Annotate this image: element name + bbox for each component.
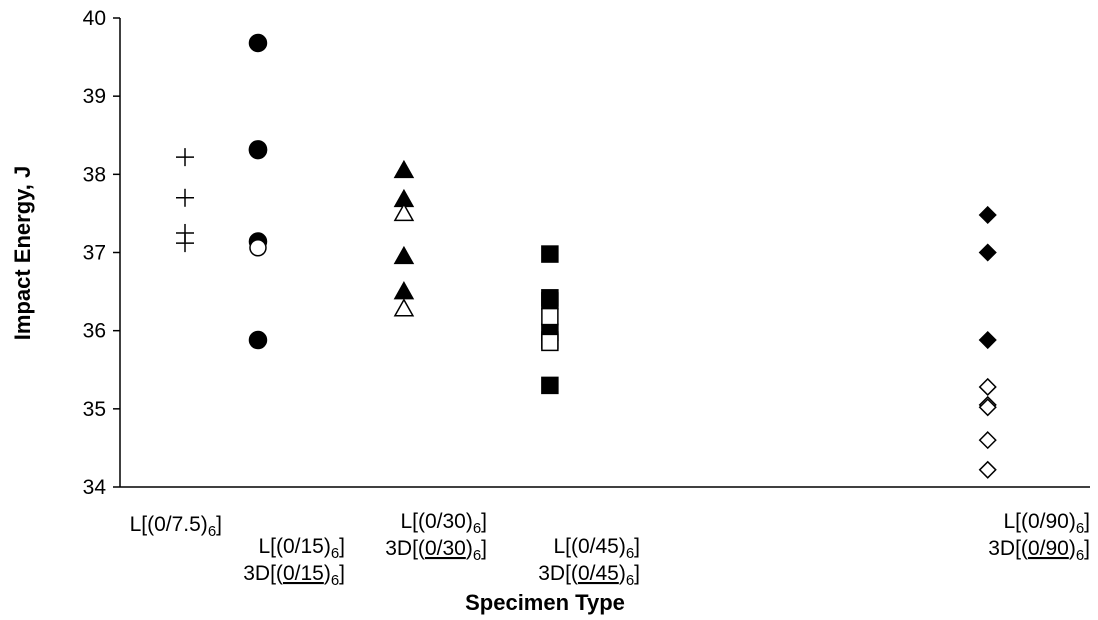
category-label-c4: L[(0/45)6]3D[(0/45)6]	[538, 535, 640, 589]
label-part: L[(0/30)	[400, 510, 472, 533]
filled-square-marker	[541, 376, 559, 395]
category-label-c2: L[(0/15)6]3D[(0/15)6]	[243, 535, 345, 589]
open-diamond-marker	[978, 460, 997, 479]
y-ticks: 34 35 36 37 38 39 40	[83, 7, 120, 499]
category-label-line: L[(0/7.5)6]	[130, 513, 222, 540]
subscript: 6	[331, 572, 339, 589]
filled-diamond-marker	[978, 243, 997, 262]
label-part: )	[324, 562, 331, 585]
subscript: 6	[473, 547, 481, 564]
filled-diamond-marker	[978, 205, 997, 225]
x-axis-title: Specimen Type	[465, 590, 625, 615]
category-label-line: 3D[(0/30)6]	[385, 537, 487, 564]
label-part: ]	[634, 562, 640, 585]
category-label-line: 3D[(0/90)6]	[988, 537, 1090, 564]
label-part: L[(0/45)	[553, 535, 625, 558]
y-tick-label: 40	[83, 7, 106, 30]
label-part: ]	[481, 510, 487, 533]
open-diamond-marker	[978, 377, 997, 397]
y-tick-label: 36	[83, 320, 106, 343]
y-tick-label: 35	[83, 398, 106, 421]
y-tick-label: 37	[83, 242, 106, 265]
label-part: ]	[339, 535, 345, 558]
label-part: )	[619, 562, 626, 585]
plus-marker	[176, 148, 194, 167]
open-triangle-marker	[393, 298, 415, 317]
filled-circle-marker	[248, 33, 268, 53]
subscript: 6	[331, 545, 339, 562]
category-label-c1: L[(0/7.5)6]	[130, 513, 222, 540]
data-points	[176, 33, 997, 479]
label-part: 3D[(	[538, 562, 578, 585]
label-part: ]	[1084, 510, 1090, 533]
category-labels: L[(0/7.5)6]L[(0/15)6]3D[(0/15)6]L[(0/30)…	[130, 510, 1090, 589]
category-label-c3: L[(0/30)6]3D[(0/30)6]	[385, 510, 487, 564]
category-label-line: 3D[(0/45)6]	[538, 562, 640, 589]
subscript: 6	[626, 545, 634, 562]
subscript: 6	[1076, 547, 1084, 564]
open-diamond-marker	[978, 431, 997, 450]
label-part: 0/30	[425, 537, 466, 560]
filled-diamond-marker	[978, 330, 997, 350]
filled-triangle-marker	[393, 281, 415, 300]
category-label-line: L[(0/90)6]	[1003, 510, 1090, 537]
category-label-line: L[(0/30)6]	[400, 510, 487, 537]
filled-square-marker	[541, 245, 559, 263]
label-part: 0/90	[1028, 537, 1069, 560]
category-label-line: 3D[(0/15)6]	[243, 562, 345, 589]
label-part: ]	[216, 513, 222, 536]
label-part: ]	[339, 562, 345, 585]
label-part: )	[466, 537, 473, 560]
plus-marker	[176, 234, 194, 253]
filled-circle-marker	[248, 140, 268, 160]
subscript: 6	[473, 520, 481, 537]
category-label-line: L[(0/15)6]	[258, 535, 345, 562]
label-part: 0/45	[578, 562, 619, 585]
label-part: 3D[(	[988, 537, 1028, 560]
label-part: 3D[(	[385, 537, 425, 560]
label-part: ]	[634, 535, 640, 558]
category-label-c5: L[(0/90)6]3D[(0/90)6]	[988, 510, 1090, 564]
subscript: 6	[208, 523, 216, 540]
y-tick-label: 38	[83, 163, 106, 186]
label-part: 3D[(	[243, 562, 283, 585]
open-circle-marker	[249, 239, 267, 257]
y-tick-label: 39	[83, 85, 106, 108]
open-triangle-marker	[393, 202, 415, 222]
filled-triangle-marker	[393, 159, 415, 179]
filled-circle-marker	[248, 330, 268, 350]
y-tick-label: 34	[83, 476, 107, 499]
open-diamond-marker	[978, 398, 997, 417]
label-part: L[(0/15)	[258, 535, 330, 558]
plus-marker	[176, 188, 194, 207]
label-part: 0/15	[283, 562, 324, 585]
label-part: L[(0/90)	[1003, 510, 1075, 533]
filled-square-marker	[541, 292, 559, 310]
subscript: 6	[1076, 520, 1084, 537]
subscript: 6	[626, 572, 634, 589]
label-part: ]	[481, 537, 487, 560]
open-square-marker	[541, 333, 559, 352]
open-square-marker	[541, 307, 559, 326]
axes	[119, 18, 1090, 488]
label-part: ]	[1084, 537, 1090, 560]
label-part: )	[1069, 537, 1076, 560]
category-label-line: L[(0/45)6]	[553, 535, 640, 562]
label-part: L[(0/7.5)	[130, 513, 208, 536]
filled-triangle-marker	[393, 245, 415, 265]
y-axis-title: Impact Energy, J	[10, 166, 35, 340]
